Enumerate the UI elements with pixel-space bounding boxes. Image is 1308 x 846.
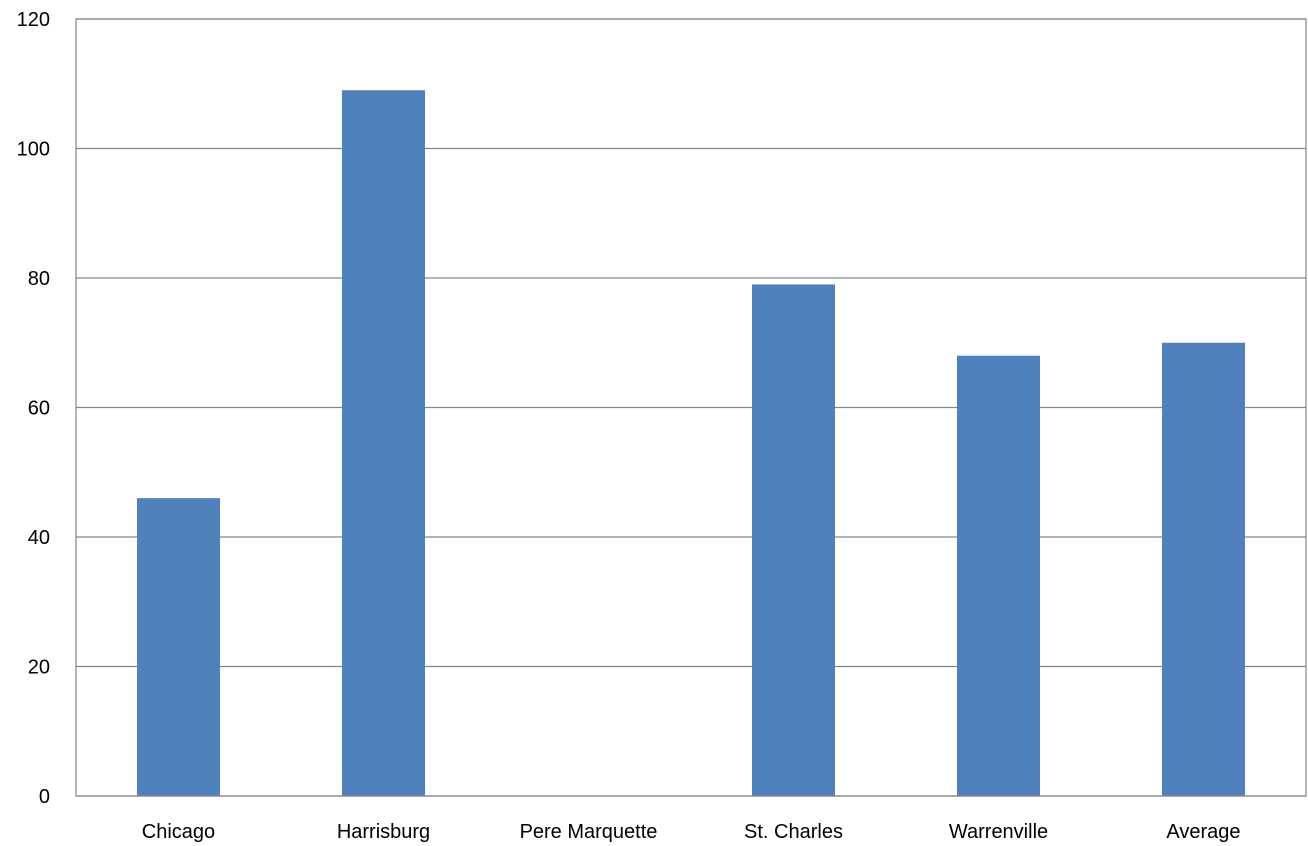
- y-axis-tick-labels: 0 20 40 60 80 100 120: [17, 9, 50, 808]
- bar-harrisburg: [342, 90, 425, 797]
- x-tick-label: Average: [1166, 821, 1240, 843]
- bar-st-charles: [752, 284, 835, 796]
- x-tick-label: Warrenville: [949, 821, 1048, 843]
- y-tick-label: 60: [28, 398, 50, 420]
- y-tick-label: 100: [17, 139, 50, 161]
- x-tick-label: Chicago: [142, 821, 215, 843]
- bar-average: [1162, 342, 1245, 796]
- x-axis-tick-labels: Chicago Harrisburg Pere Marquette St. Charl…: [142, 821, 1241, 843]
- bar-chicago: [137, 498, 220, 796]
- y-tick-label: 40: [28, 527, 50, 549]
- y-tick-label: 120: [17, 9, 50, 31]
- bar-warrenville: [957, 355, 1040, 796]
- bars: [137, 90, 1245, 797]
- x-tick-label: Harrisburg: [337, 821, 430, 843]
- y-tick-label: 20: [28, 657, 50, 679]
- y-tick-label: 80: [28, 268, 50, 290]
- plot-area-border: [75, 18, 1307, 797]
- y-tick-label: 0: [39, 786, 50, 808]
- gridlines: [76, 18, 1306, 797]
- x-tick-label: St. Charles: [744, 821, 843, 843]
- x-tick-label: Pere Marquette: [520, 821, 658, 843]
